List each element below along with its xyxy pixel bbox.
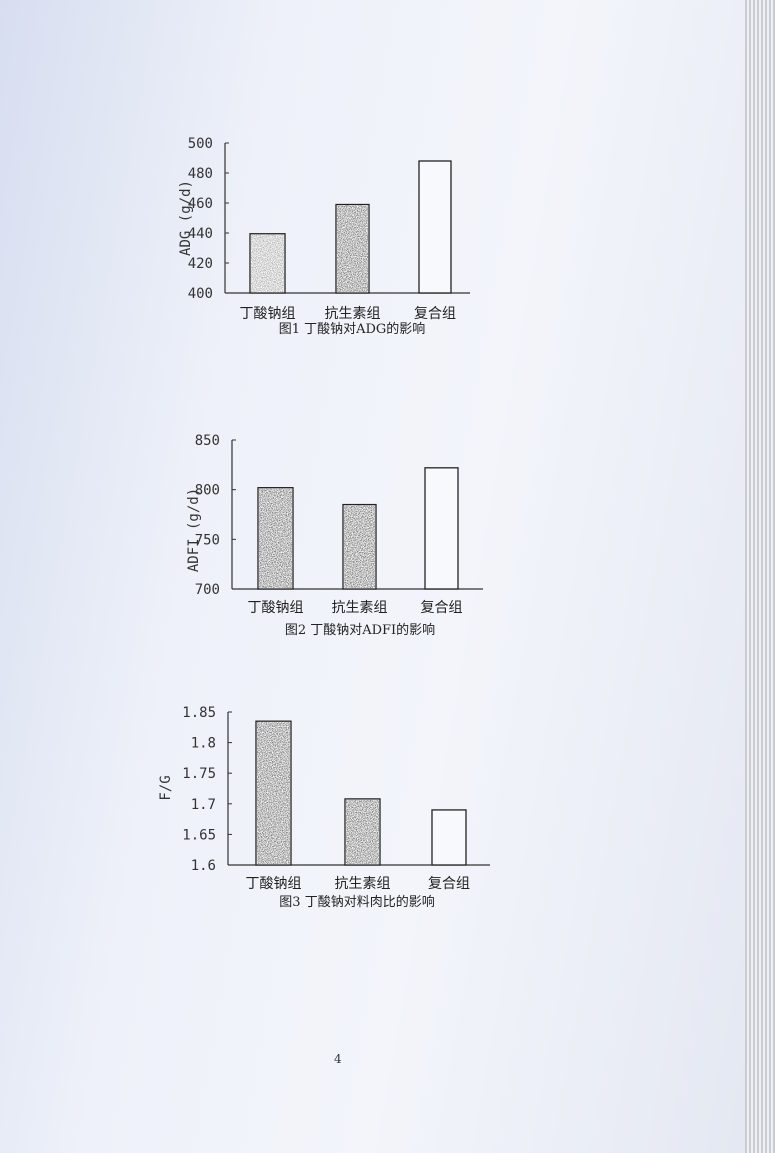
y-tick-label: 460	[188, 196, 213, 212]
y-tick-label: 850	[195, 433, 220, 449]
y-tick-label: 500	[188, 136, 213, 152]
bar-3	[431, 809, 467, 866]
bar-3	[418, 160, 452, 294]
category-label: 抗生素组	[325, 306, 381, 322]
category-label: 抗生素组	[335, 876, 391, 892]
y-tick-label: 1.75	[182, 766, 216, 782]
bar-stipple-2	[337, 205, 368, 292]
category-label: 复合组	[421, 599, 463, 616]
y-axis-label: ADG (g/d)	[178, 180, 194, 256]
category-label: 复合组	[414, 305, 456, 322]
y-tick-label: 400	[188, 286, 213, 302]
page-number: 4	[334, 1052, 342, 1066]
category-label: 复合组	[428, 875, 470, 892]
page-stack-edge	[745, 0, 775, 1153]
y-tick-label: 800	[195, 483, 220, 499]
y-tick-label: 1.85	[182, 705, 216, 721]
y-tick-label: 480	[188, 166, 213, 182]
category-label: 丁酸钠组	[240, 306, 296, 322]
chart-caption: 图1 丁酸钠对ADG的影响	[279, 321, 426, 337]
bar-3	[424, 467, 459, 590]
bar-stipple-1	[251, 234, 284, 292]
y-tick-label: 750	[195, 532, 220, 548]
y-tick-label: 700	[195, 582, 220, 598]
y-tick-label: 1.65	[182, 827, 216, 843]
y-tick-label: 440	[188, 226, 213, 242]
category-label: 丁酸钠组	[248, 600, 304, 616]
category-label: 丁酸钠组	[246, 876, 302, 892]
y-axis-label: ADFI (g/d)	[186, 488, 202, 572]
y-tick-label: 1.7	[191, 797, 216, 813]
bar-stipple-2	[344, 505, 375, 588]
y-tick-label: 1.8	[191, 736, 216, 752]
bar-stipple-2	[346, 799, 379, 864]
y-axis-label: F/G	[158, 775, 174, 800]
chart-caption: 图3 丁酸钠对料肉比的影响	[279, 894, 434, 910]
y-tick-label: 420	[188, 256, 213, 272]
chart-caption: 图2 丁酸钠对ADFI的影响	[285, 622, 435, 638]
bar-stipple-1	[257, 722, 290, 864]
category-label: 抗生素组	[332, 600, 388, 616]
bar-stipple-1	[259, 488, 292, 588]
y-tick-label: 1.6	[191, 858, 216, 874]
